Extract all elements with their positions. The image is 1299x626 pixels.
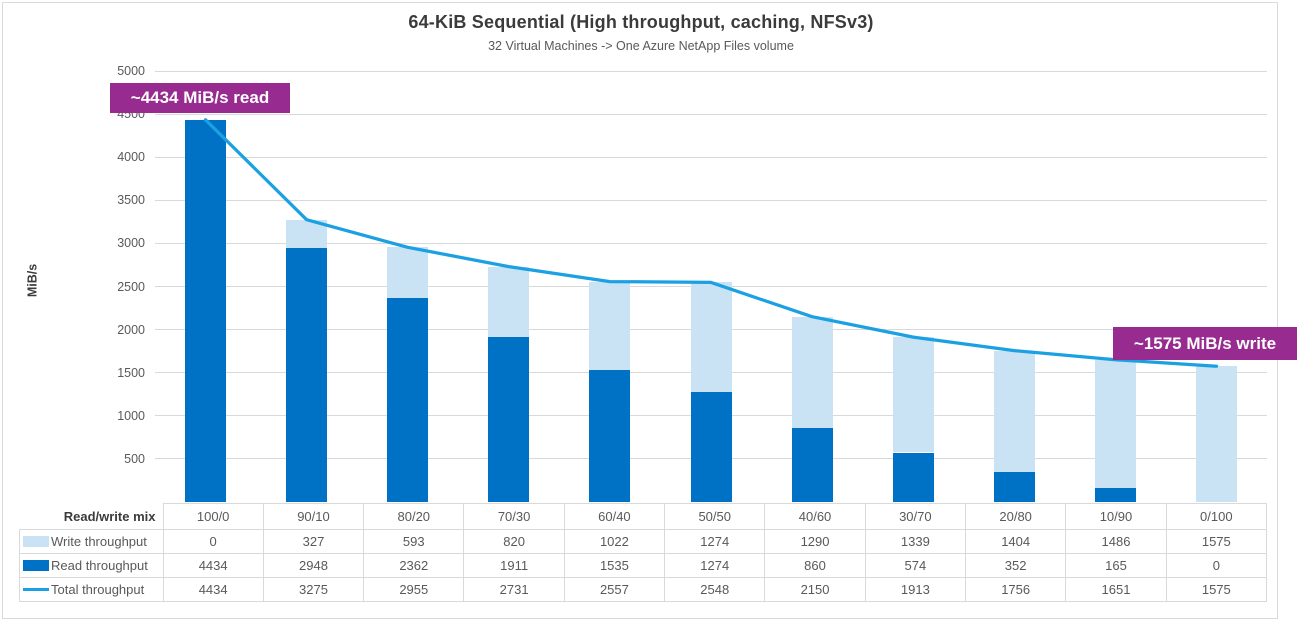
y-gridline xyxy=(155,113,1267,115)
bar-segment-read-100/0 xyxy=(185,119,226,502)
value-cell: 1404 xyxy=(964,529,1067,554)
value-cell: 1339 xyxy=(864,529,967,554)
y-tick-label: 3500 xyxy=(117,193,145,208)
value-cell: 820 xyxy=(463,529,565,554)
category-label: 70/30 xyxy=(463,503,565,530)
category-label: 90/10 xyxy=(262,503,365,530)
legend-label: Write throughput xyxy=(51,534,147,549)
y-gridline xyxy=(155,156,1267,158)
y-gridline xyxy=(155,199,1267,201)
value-cell: 593 xyxy=(363,529,465,554)
value-cell: 0 xyxy=(162,529,264,554)
value-cell: 1535 xyxy=(563,553,666,578)
y-gridline xyxy=(155,70,1267,72)
bar-segment-write-0/100 xyxy=(1196,366,1237,502)
bar-segment-write-40/60 xyxy=(791,316,833,428)
legend-label: Read throughput xyxy=(51,558,148,573)
value-cell: 4434 xyxy=(162,577,264,602)
category-label: 50/50 xyxy=(664,503,766,530)
bar-segment-write-10/90 xyxy=(1094,359,1136,488)
value-cell: 1575 xyxy=(1165,529,1268,554)
bar-segment-write-90/10 xyxy=(286,219,328,248)
category-label: 20/80 xyxy=(964,503,1067,530)
category-label: 10/90 xyxy=(1065,503,1167,530)
bar-segment-write-50/50 xyxy=(690,282,732,393)
table-row: Total throughput 4434 3275 2955 2731 2557 2548… xyxy=(19,577,1268,602)
value-cell: 860 xyxy=(764,553,866,578)
y-tick-label: 3000 xyxy=(117,236,145,251)
bar-segment-read-40/60 xyxy=(791,427,833,502)
legend-cell: Read throughput xyxy=(19,553,164,578)
y-tick-label: 1500 xyxy=(117,365,145,380)
value-cell: 1486 xyxy=(1065,529,1167,554)
value-cell: 1911 xyxy=(463,553,565,578)
bar-segment-read-60/40 xyxy=(589,369,631,502)
value-cell: 2362 xyxy=(363,553,465,578)
bar-segment-read-70/30 xyxy=(488,337,530,502)
annotation-write-peak: ~1575 MiB/s write xyxy=(1113,327,1297,360)
value-cell: 1274 xyxy=(664,529,766,554)
value-cell: 2948 xyxy=(262,553,365,578)
legend-swatch-write-icon xyxy=(23,536,49,547)
bar-segment-read-10/90 xyxy=(1094,487,1136,502)
value-cell: 2150 xyxy=(764,577,866,602)
value-cell: 1651 xyxy=(1065,577,1167,602)
legend-cell: Write throughput xyxy=(19,529,164,554)
value-cell: 352 xyxy=(964,553,1067,578)
y-tick-label: 4000 xyxy=(117,150,145,165)
value-cell: 2557 xyxy=(563,577,666,602)
category-label: 100/0 xyxy=(162,503,264,530)
chart-title: 64-KiB Sequential (High throughput, cach… xyxy=(408,12,874,32)
bar-segment-read-50/50 xyxy=(690,392,732,502)
bar-segment-write-80/20 xyxy=(387,247,429,299)
y-tick-label: 1000 xyxy=(117,408,145,423)
table-header-row: Read/write mix 100/0 90/10 80/20 70/30 60/40 5… xyxy=(20,503,1268,530)
y-tick-label: 2500 xyxy=(117,279,145,294)
y-axis-title: MiB/s xyxy=(25,263,40,298)
table-row: Read throughput 4434 2948 2362 1911 1535 1274 8… xyxy=(19,553,1268,578)
value-cell: 327 xyxy=(262,529,365,554)
y-tick-label: 2000 xyxy=(117,322,145,337)
category-label: 60/40 xyxy=(563,503,666,530)
value-cell: 1913 xyxy=(864,577,967,602)
value-cell: 0 xyxy=(1165,553,1268,578)
value-cell: 1575 xyxy=(1165,577,1268,602)
legend-label: Total throughput xyxy=(51,582,145,597)
bar-segment-read-80/20 xyxy=(387,298,429,502)
chart-subtitle: 32 Virtual Machines -> One Azure NetApp … xyxy=(488,39,794,53)
value-cell: 1756 xyxy=(964,577,1067,602)
bar-segment-write-70/30 xyxy=(488,266,530,338)
value-cell: 165 xyxy=(1065,553,1167,578)
category-label: 40/60 xyxy=(764,503,866,530)
category-label: 30/70 xyxy=(864,503,967,530)
legend-cell: Total throughput xyxy=(19,577,164,602)
bar-segment-read-30/70 xyxy=(892,452,934,502)
value-cell: 1022 xyxy=(563,529,666,554)
y-tick-label: 500 xyxy=(124,451,145,466)
value-cell: 2731 xyxy=(463,577,565,602)
bar-segment-read-20/80 xyxy=(993,471,1035,502)
table-row-header-label: Read/write mix xyxy=(63,508,156,524)
value-cell: 1274 xyxy=(664,553,766,578)
table-row: Write throughput 0 327 593 820 1022 1274 1290 13… xyxy=(19,529,1268,554)
value-cell: 3275 xyxy=(262,577,365,602)
value-cell: 4434 xyxy=(162,553,264,578)
value-cell: 574 xyxy=(864,553,967,578)
value-cell: 2955 xyxy=(363,577,465,602)
value-cell: 1290 xyxy=(764,529,866,554)
data-table: Read/write mix 100/0 90/10 80/20 70/30 60/40 5… xyxy=(19,503,1268,602)
bar-segment-write-30/70 xyxy=(892,337,934,453)
bar-segment-read-90/10 xyxy=(286,247,328,502)
value-cell: 2548 xyxy=(664,577,766,602)
bar-segment-write-60/40 xyxy=(589,281,631,370)
bar-segment-write-20/80 xyxy=(993,350,1035,472)
category-label: 0/100 xyxy=(1165,503,1268,530)
legend-swatch-read-icon xyxy=(23,560,49,571)
legend-swatch-total-line-icon xyxy=(23,587,49,592)
y-tick-label: 5000 xyxy=(117,64,145,78)
annotation-read-peak: ~4434 MiB/s read xyxy=(110,83,290,113)
category-label: 80/20 xyxy=(363,503,465,530)
